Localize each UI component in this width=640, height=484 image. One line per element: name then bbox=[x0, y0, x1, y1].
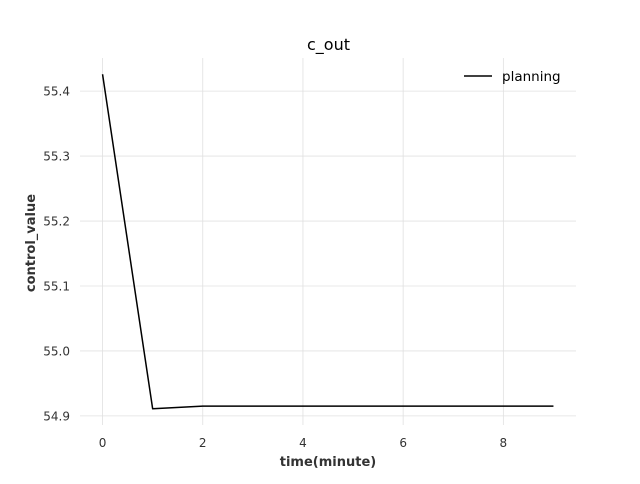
series-line-planning bbox=[101, 74, 554, 410]
x-tick-label: 8 bbox=[500, 436, 508, 450]
chart-title: c_out bbox=[307, 35, 350, 55]
x-tick-label: 4 bbox=[299, 436, 307, 450]
y-tick-label: 54.9 bbox=[43, 409, 70, 423]
legend: planning bbox=[464, 69, 561, 85]
y-axis-ticks: 54.9 55.0 55.1 55.2 55.3 55.4 bbox=[43, 85, 70, 424]
y-tick-label: 55.3 bbox=[43, 150, 70, 164]
grid bbox=[80, 58, 576, 425]
x-axis-label: time(minute) bbox=[280, 455, 376, 470]
x-tick-label: 2 bbox=[199, 436, 207, 450]
x-tick-label: 6 bbox=[399, 436, 407, 450]
y-tick-label: 55.1 bbox=[43, 279, 70, 293]
series-layer bbox=[101, 74, 554, 410]
x-tick-label: 0 bbox=[99, 436, 107, 450]
x-axis-ticks: 0 2 4 6 8 bbox=[99, 436, 507, 450]
y-axis-label: control_value bbox=[24, 194, 39, 292]
y-tick-label: 55.2 bbox=[43, 215, 70, 229]
y-tick-label: 55.0 bbox=[43, 344, 70, 358]
y-tick-label: 55.4 bbox=[43, 85, 70, 99]
legend-label-planning: planning bbox=[502, 69, 561, 85]
